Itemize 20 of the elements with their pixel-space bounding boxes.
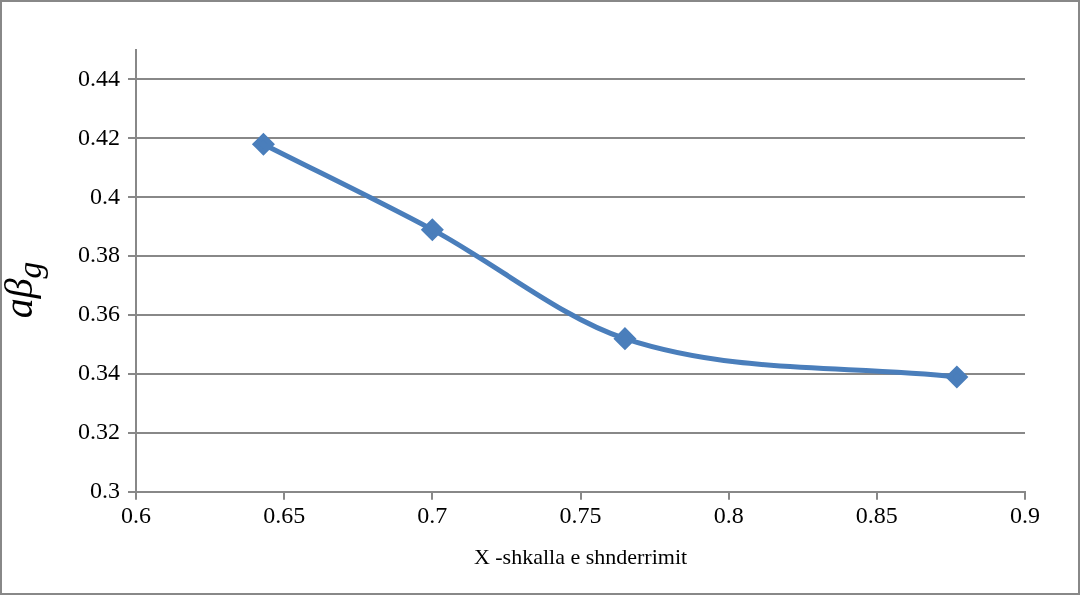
point <box>946 366 968 388</box>
x-tick-label: 0.6 <box>121 502 151 529</box>
y-tick-label: 0.38 <box>78 241 120 268</box>
x-tick-label: 0.85 <box>855 502 898 529</box>
x-tick-label: 0.8 <box>713 502 744 529</box>
y-tick-label: 0.36 <box>78 300 120 327</box>
point <box>252 133 274 155</box>
y-tick-label: 0.4 <box>90 182 120 209</box>
x-tick-label: 0.7 <box>417 502 448 529</box>
x-axis-title: X -shkalla e shnderrimit <box>473 543 688 569</box>
y-tick-label: 0.42 <box>78 123 120 150</box>
point <box>421 219 443 241</box>
x-tick-label: 0.9 <box>1010 502 1040 529</box>
y-tick-label: 0.34 <box>78 359 120 386</box>
x-tick-label: 0.75 <box>559 502 602 529</box>
point <box>614 328 636 350</box>
y-tick-label: 0.3 <box>90 477 120 504</box>
y-tick-label: 0.32 <box>78 418 120 445</box>
x-tick-label: 0.65 <box>263 502 306 529</box>
y-tick-label: 0.44 <box>78 64 120 91</box>
